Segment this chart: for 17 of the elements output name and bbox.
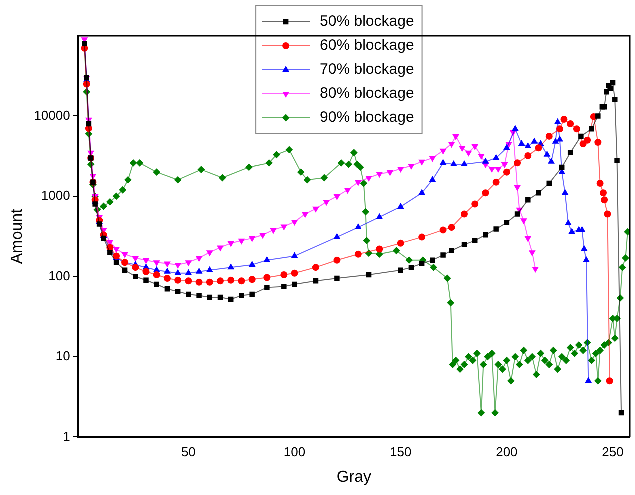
legend-label: 60% blockage xyxy=(320,37,414,54)
x-tick-label: 150 xyxy=(390,444,412,460)
x-axis-title: Gray xyxy=(336,468,372,486)
x-tick-label: 200 xyxy=(496,444,518,460)
y-tick-label: 1 xyxy=(63,428,70,444)
y-tick-label: 10 xyxy=(56,348,70,364)
x-tick-label: 100 xyxy=(284,444,306,460)
y-tick-label: 10000 xyxy=(34,108,70,123)
x-tick-label: 250 xyxy=(602,444,624,460)
y-tick-label: 100 xyxy=(48,268,70,284)
y-axis-title: Amount xyxy=(9,208,26,264)
y-tick-label: 1000 xyxy=(41,188,70,204)
legend-label: 70% blockage xyxy=(320,61,414,78)
legend-label: 80% blockage xyxy=(320,85,414,102)
legend-label: 90% blockage xyxy=(320,109,414,126)
legend-label: 50% blockage xyxy=(320,13,414,30)
x-tick-label: 50 xyxy=(181,444,196,460)
